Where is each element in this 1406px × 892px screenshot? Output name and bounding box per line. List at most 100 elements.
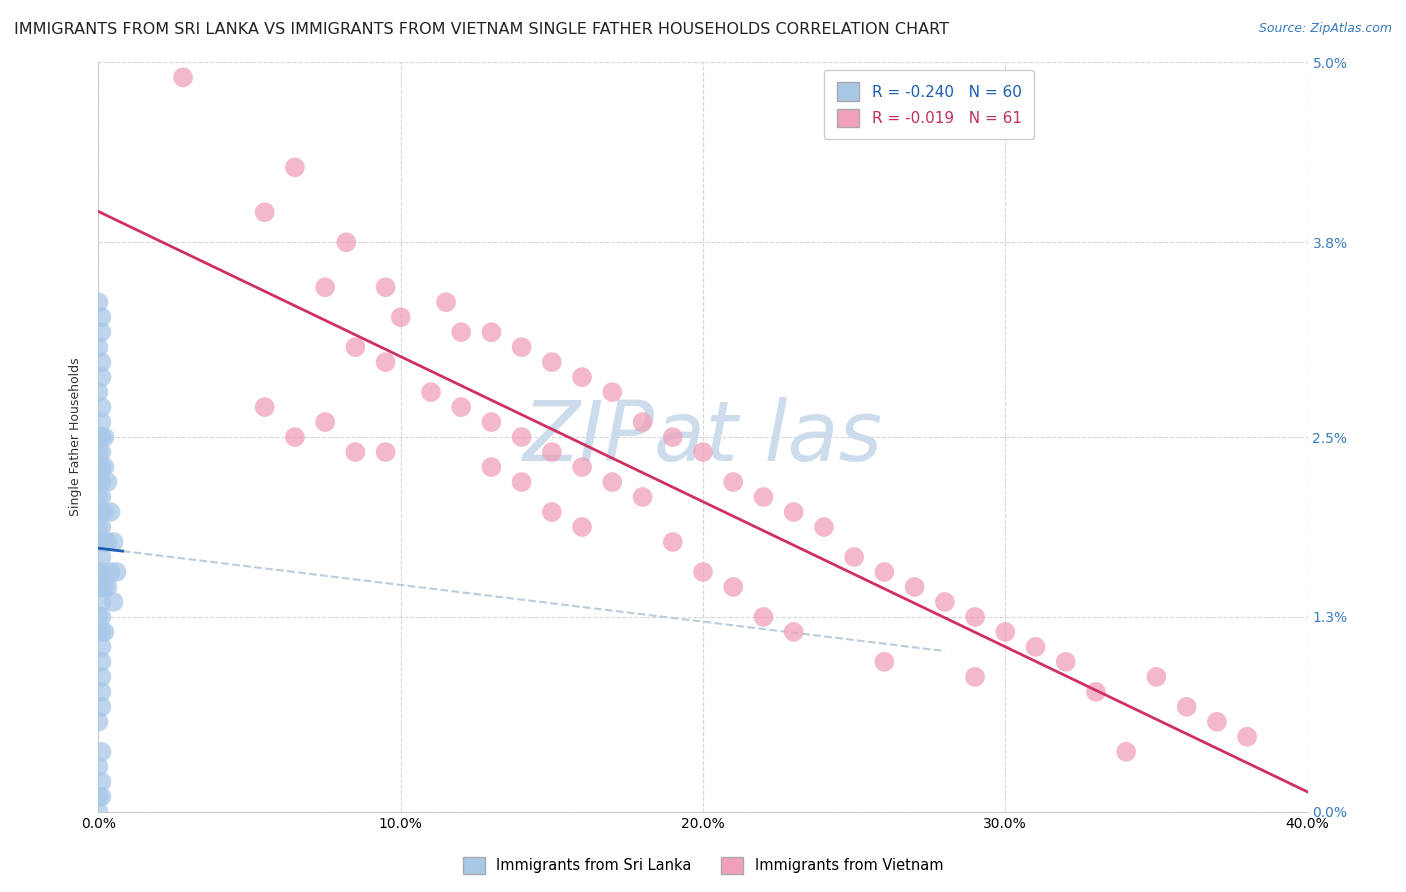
Point [90,610,112,624]
Point [284,161,307,175]
Point [100,565,122,579]
Point [87,460,110,475]
Point [90,415,112,429]
Point [481,325,503,339]
Point [90,699,112,714]
Legend: R = -0.240   N = 60, R = -0.019   N = 61: R = -0.240 N = 60, R = -0.019 N = 61 [824,70,1033,139]
Point [873,655,896,669]
Point [1085,685,1108,699]
Point [93,580,115,594]
Point [87,385,110,400]
Point [450,400,472,414]
Point [90,460,112,475]
Point [540,355,562,369]
Point [90,370,112,384]
Point [1115,745,1137,759]
Point [93,430,115,444]
Point [873,565,896,579]
Point [90,445,112,459]
Point [602,475,624,489]
Point [90,774,112,789]
Point [602,385,624,400]
Point [844,549,866,564]
Point [87,610,110,624]
Point [723,475,745,489]
Point [783,624,806,639]
Point [87,340,110,354]
Point [571,520,593,534]
Text: IMMIGRANTS FROM SRI LANKA VS IMMIGRANTS FROM VIETNAM SINGLE FATHER HOUSEHOLDS CO: IMMIGRANTS FROM SRI LANKA VS IMMIGRANTS … [14,22,949,37]
Point [314,280,336,294]
Y-axis label: Single Father Households: Single Father Households [69,358,83,516]
Point [904,580,927,594]
Point [87,490,110,504]
Point [87,805,110,819]
Point [90,640,112,654]
Point [481,460,503,475]
Point [934,595,956,609]
Point [96,475,118,489]
Point [374,355,396,369]
Point [90,685,112,699]
Text: ZIPat las: ZIPat las [523,397,883,477]
Point [540,445,562,459]
Point [87,475,110,489]
Point [374,280,396,294]
Point [87,624,110,639]
Point [90,520,112,534]
Point [284,430,307,444]
Point [752,490,775,504]
Point [253,400,276,414]
Point [96,580,118,594]
Point [90,565,112,579]
Point [571,460,593,475]
Point [90,580,112,594]
Point [87,760,110,774]
Point [1175,699,1198,714]
Point [90,475,112,489]
Point [723,580,745,594]
Point [692,445,714,459]
Point [314,415,336,429]
Point [90,325,112,339]
Point [253,205,276,219]
Point [90,624,112,639]
Point [510,340,533,354]
Point [90,310,112,325]
Point [103,595,125,609]
Legend: Immigrants from Sri Lanka, Immigrants from Vietnam: Immigrants from Sri Lanka, Immigrants fr… [457,851,949,880]
Point [90,670,112,684]
Point [1024,640,1046,654]
Point [1206,714,1229,729]
Point [87,565,110,579]
Point [450,325,472,339]
Point [994,624,1017,639]
Point [571,370,593,384]
Point [389,310,412,325]
Point [90,595,112,609]
Point [93,505,115,519]
Point [87,520,110,534]
Point [344,340,367,354]
Point [172,70,194,85]
Point [631,490,654,504]
Point [434,295,457,310]
Point [783,505,806,519]
Point [90,789,112,804]
Point [87,714,110,729]
Point [87,789,110,804]
Point [87,505,110,519]
Point [752,610,775,624]
Point [540,505,562,519]
Point [87,580,110,594]
Point [1236,730,1258,744]
Point [87,295,110,310]
Point [374,445,396,459]
Point [510,475,533,489]
Point [90,745,112,759]
Text: Source: ZipAtlas.com: Source: ZipAtlas.com [1258,22,1392,36]
Point [90,355,112,369]
Point [90,549,112,564]
Point [90,430,112,444]
Point [96,535,118,549]
